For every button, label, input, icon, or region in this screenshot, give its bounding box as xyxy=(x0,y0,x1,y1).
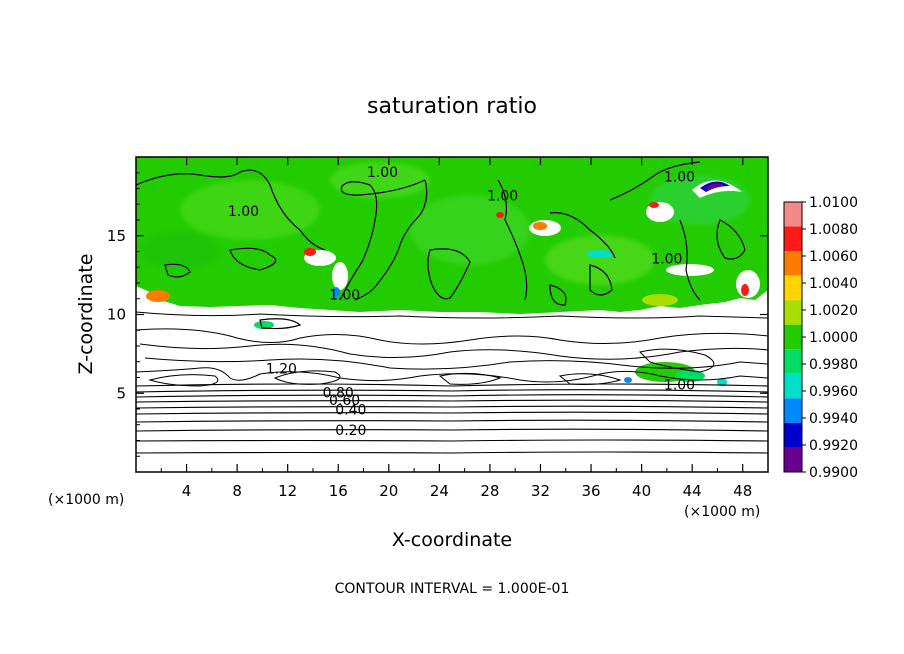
colorbar-label: 0.9960 xyxy=(809,384,858,400)
colorbar-swatch xyxy=(784,422,802,448)
y-tick-label: 15 xyxy=(107,227,126,245)
colorbar-swatch xyxy=(784,324,802,350)
contour-label: 1.00 xyxy=(367,165,398,181)
x-tick-label: 8 xyxy=(232,482,242,500)
plot-area: 1.00 1.00 1.00 1.00 1.00 1.00 1.20 1.00 0.800.60… xyxy=(136,157,768,472)
contour-label: 1.00 xyxy=(487,188,518,204)
colorbar: 1.0100 1.0080 1.0060 1.0040 1.0020 1.0000 0.99… xyxy=(783,195,858,481)
x-tick-label: 24 xyxy=(430,482,449,500)
colorbar-label: 0.9940 xyxy=(809,411,858,427)
y-axis-label: Z-coordinate xyxy=(75,254,97,375)
colorbar-label: 0.9980 xyxy=(809,357,858,373)
colorbar-swatch xyxy=(784,300,802,325)
x-tick-label: 40 xyxy=(632,482,651,500)
colorbar-swatch xyxy=(784,447,802,472)
contour-label: 0.60 xyxy=(329,393,360,409)
contour-label: 1.00 xyxy=(651,251,682,267)
colorbar-swatch xyxy=(784,398,802,423)
colorbar-swatch xyxy=(784,373,802,399)
contour-label: 1.00 xyxy=(228,204,259,220)
x-tick-label: 44 xyxy=(683,482,702,500)
contours-lower xyxy=(136,383,768,454)
x-tick-label: 4 xyxy=(182,482,192,500)
y-tick-label: 5 xyxy=(116,384,126,402)
anomaly-spots xyxy=(146,180,760,386)
contour-label: 1.00 xyxy=(329,288,360,304)
contour-label: 1.00 xyxy=(664,377,695,393)
x-tick-label: 20 xyxy=(379,482,398,500)
x-tick-label: 28 xyxy=(480,482,499,500)
contour-label: 0.80 xyxy=(323,385,354,401)
x-tick-label: 32 xyxy=(531,482,550,500)
colorbar-swatch xyxy=(784,349,802,374)
colorbar-label: 1.0040 xyxy=(809,276,858,292)
y-tick-label: 10 xyxy=(107,306,126,324)
colorbar-label: 0.9900 xyxy=(809,465,858,481)
y-axis: 5 10 15 xyxy=(107,172,768,457)
x-unit-left: (×1000 m) xyxy=(48,492,124,508)
colorbar-swatch xyxy=(784,275,802,301)
colorbar-label: 1.0060 xyxy=(809,249,858,265)
colorbar-label: 1.0100 xyxy=(809,195,858,211)
x-tick-label: 36 xyxy=(581,482,600,500)
contour-labels: 1.00 1.00 1.00 1.00 1.00 1.00 1.20 1.00 0.800.60… xyxy=(228,165,695,439)
contour-label: 1.20 xyxy=(266,362,297,378)
x-axis-label: X-coordinate xyxy=(392,529,512,551)
field-texture xyxy=(140,162,750,285)
colorbar-swatch xyxy=(784,226,802,252)
contour-interval-note: CONTOUR INTERVAL = 1.000E-01 xyxy=(335,581,570,597)
contours-upper xyxy=(136,161,746,330)
colorbar-label: 1.0000 xyxy=(809,330,858,346)
x-tick-label: 48 xyxy=(733,482,752,500)
contour-label: 0.20 xyxy=(335,423,366,439)
x-tick-label: 12 xyxy=(278,482,297,500)
colorbar-swatch xyxy=(784,251,802,276)
colorbar-swatch xyxy=(784,202,802,227)
x-tick-label: 16 xyxy=(329,482,348,500)
contour-label: 1.00 xyxy=(664,169,695,185)
colorbar-label: 0.9920 xyxy=(809,438,858,454)
colorbar-label: 1.0080 xyxy=(809,222,858,238)
x-unit-right: (×1000 m) xyxy=(684,504,760,520)
x-axis: 4 8 12 16 20 24 28 32 36 40 44 48 xyxy=(160,157,752,500)
colorbar-label: 1.0020 xyxy=(809,303,858,319)
chart-title: saturation ratio xyxy=(367,94,537,119)
contour-label: 0.40 xyxy=(335,403,366,419)
